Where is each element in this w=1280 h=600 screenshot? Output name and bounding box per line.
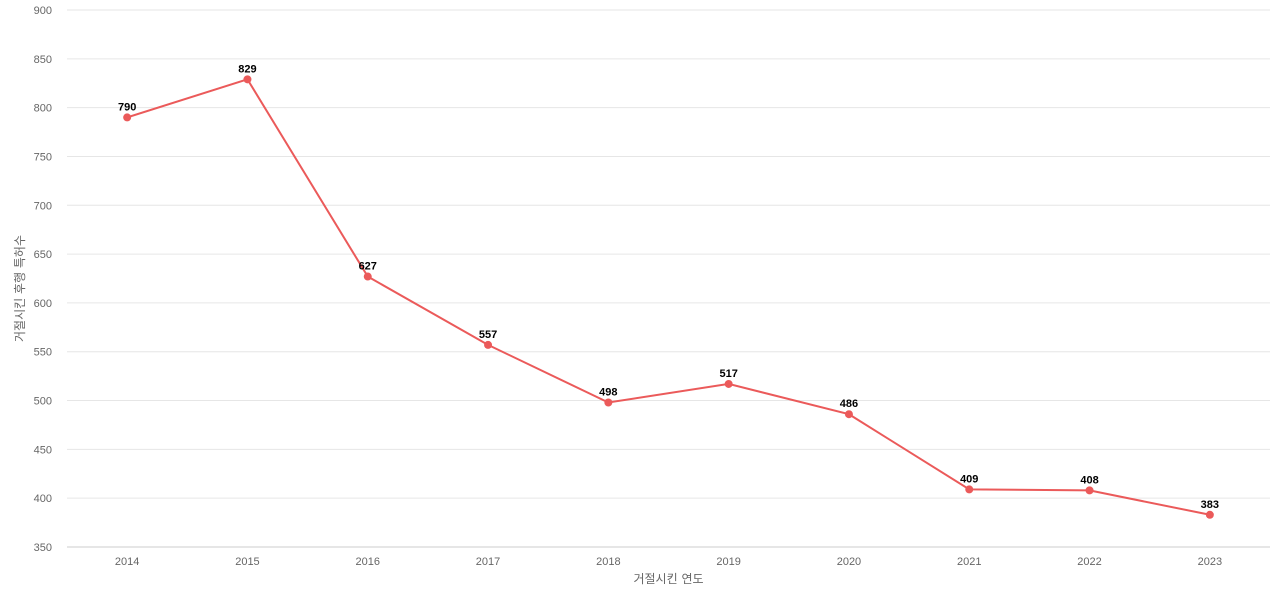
data-label: 383 <box>1201 499 1219 511</box>
data-label: 408 <box>1080 474 1098 486</box>
data-label: 557 <box>479 329 497 341</box>
y-axis-title: 거절시킨 후행 특허수 <box>12 235 27 342</box>
x-tick-label: 2015 <box>235 556 259 568</box>
x-tick-label: 2019 <box>716 556 740 568</box>
x-tick-label: 2017 <box>476 556 500 568</box>
y-tick-label: 350 <box>34 542 52 554</box>
data-point[interactable] <box>484 340 493 349</box>
data-label: 790 <box>118 101 136 113</box>
x-tick-label: 2023 <box>1198 556 1222 568</box>
data-label: 498 <box>599 386 617 398</box>
data-point[interactable] <box>363 272 372 281</box>
data-label: 486 <box>840 398 858 410</box>
gridlines <box>67 9 1270 499</box>
data-point[interactable] <box>1205 510 1214 519</box>
y-tick-label: 700 <box>34 200 52 212</box>
x-tick-label: 2021 <box>957 556 981 568</box>
series-group <box>123 75 1214 519</box>
y-tick-label: 450 <box>34 444 52 456</box>
y-tick-label: 800 <box>34 103 52 115</box>
y-tick-label: 500 <box>34 396 52 408</box>
data-point[interactable] <box>123 113 132 122</box>
data-point[interactable] <box>1085 486 1094 495</box>
series-line <box>126 78 1211 516</box>
y-tick-label: 650 <box>34 249 52 261</box>
x-axis-ticks: 2014 2015 2016 2017 2018 2019 2020 2021 2022 2023 <box>115 556 1222 568</box>
x-tick-label: 2014 <box>115 556 139 568</box>
data-label: 627 <box>359 261 377 273</box>
data-label: 829 <box>238 63 256 75</box>
data-point[interactable] <box>724 379 733 388</box>
data-point[interactable] <box>604 398 613 407</box>
x-tick-label: 2020 <box>837 556 861 568</box>
data-label: 517 <box>719 368 737 380</box>
data-point[interactable] <box>243 75 252 84</box>
y-tick-label: 900 <box>34 5 52 17</box>
y-axis-ticks: 350 400 450 500 550 600 650 700 750 800 850 900 <box>34 5 52 554</box>
y-tick-label: 550 <box>34 347 52 359</box>
x-tick-label: 2022 <box>1077 556 1101 568</box>
y-tick-label: 750 <box>34 151 52 163</box>
x-axis-title: 거절시킨 연도 <box>633 572 703 586</box>
y-tick-label: 400 <box>34 493 52 505</box>
x-tick-label: 2018 <box>596 556 620 568</box>
data-point[interactable] <box>965 485 974 494</box>
y-tick-label: 850 <box>34 54 52 66</box>
x-tick-label: 2016 <box>356 556 380 568</box>
data-label: 409 <box>960 473 978 485</box>
y-tick-label: 600 <box>34 298 52 310</box>
data-point[interactable] <box>844 410 853 419</box>
data-labels: 790 829 627 557 498 517 486 409 408 383 <box>118 63 1219 510</box>
